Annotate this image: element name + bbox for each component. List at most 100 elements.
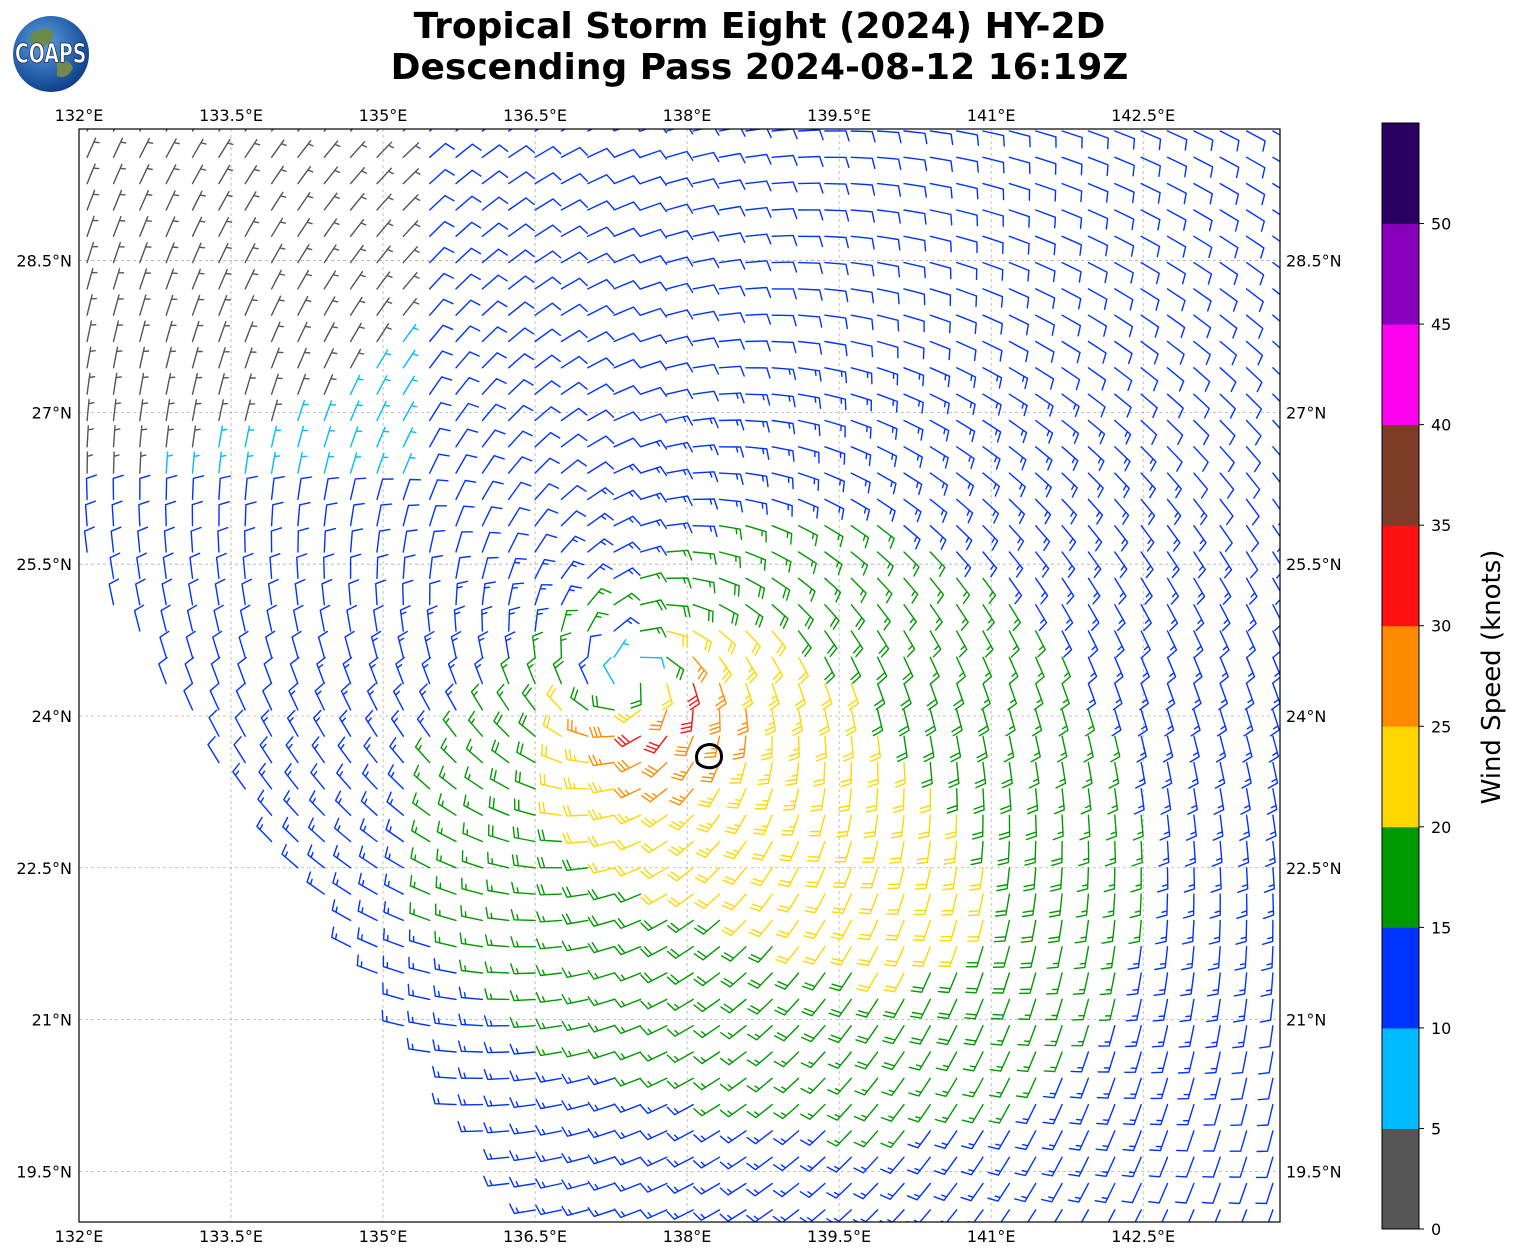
- wind-barb: [1140, 130, 1162, 151]
- wind-barb: [991, 998, 1011, 1020]
- wind-barb: [1215, 735, 1227, 763]
- wind-barb: [1193, 288, 1212, 312]
- wind-barb: [561, 913, 589, 925]
- wind-barb: [666, 549, 693, 561]
- wind-barb: [698, 788, 721, 808]
- wind-barb: [496, 683, 510, 711]
- wind-barb: [587, 1180, 615, 1191]
- wind-barb: [1008, 419, 1028, 444]
- wind-barb: [1052, 814, 1064, 841]
- wind-barb: [1237, 867, 1249, 893]
- wind-barb: [483, 1015, 510, 1027]
- wind-barb: [297, 527, 310, 553]
- wind-barb: [852, 1209, 879, 1222]
- wind-barb: [1166, 577, 1179, 605]
- wind-barb: [826, 1182, 852, 1199]
- wind-barb: [561, 994, 589, 1005]
- wind-barb: [1148, 1182, 1169, 1204]
- wind-barb: [1114, 630, 1125, 658]
- wind-barb: [463, 794, 484, 816]
- wind-barb: [1183, 867, 1196, 893]
- wind-barb: [1245, 235, 1265, 259]
- wind-barb: [956, 288, 978, 308]
- wind-barb: [1272, 472, 1280, 499]
- wind-barb: [1244, 682, 1255, 711]
- wind-barb: [184, 656, 195, 685]
- wind-barb: [561, 1153, 589, 1164]
- wind-barb: [1008, 261, 1030, 282]
- wind-barb: [869, 735, 881, 762]
- wind-barb: [956, 182, 979, 200]
- wind-barb: [1008, 498, 1026, 525]
- wind-barb: [1166, 340, 1185, 365]
- wind-barb: [291, 630, 302, 658]
- wind-barb: [421, 656, 432, 685]
- wind-barb: [1046, 946, 1063, 969]
- wind-barb: [1208, 919, 1221, 945]
- wind-barb: [1122, 1130, 1142, 1152]
- wind-barb: [1087, 288, 1108, 311]
- wind-barb: [799, 1182, 826, 1198]
- wind-barb: [692, 310, 720, 322]
- wind-barb: [1166, 235, 1187, 258]
- wind-barb: [929, 182, 953, 199]
- wind-barb: [797, 525, 818, 547]
- wind-barb: [907, 1156, 931, 1175]
- lat-tick-label-left: 24°N: [32, 707, 72, 726]
- wind-barb: [666, 203, 694, 214]
- wind-barb: [847, 682, 859, 711]
- wind-barb: [266, 604, 277, 632]
- wind-barb: [1193, 419, 1210, 446]
- wind-barb: [1272, 340, 1280, 349]
- wind-barb: [244, 399, 256, 422]
- wind-barb: [165, 320, 177, 343]
- wind-barb: [376, 271, 393, 290]
- wind-barb: [402, 504, 420, 527]
- wind-barb: [587, 200, 615, 211]
- wind-barb: [840, 761, 852, 788]
- wind-barb: [909, 1025, 931, 1045]
- wind-barb: [139, 399, 148, 422]
- wind-barb: [1041, 1130, 1063, 1151]
- wind-barb: [1087, 604, 1100, 632]
- wind-barb: [780, 814, 800, 836]
- wind-barb: [929, 340, 951, 361]
- wind-barb: [1055, 761, 1067, 789]
- wind-barb: [561, 1126, 589, 1137]
- wind-barb: [982, 604, 995, 631]
- wind-barb: [189, 552, 201, 579]
- wind-barb: [408, 929, 431, 948]
- wind-barb: [191, 320, 204, 343]
- wind-barb: [432, 1066, 457, 1079]
- wind-barb: [297, 166, 314, 185]
- wind-barb: [1047, 919, 1063, 944]
- wind-barb: [560, 484, 587, 501]
- wind-barb: [509, 1150, 536, 1162]
- wind-barb: [190, 526, 202, 553]
- wind-barb: [508, 606, 521, 632]
- wind-barb: [86, 372, 96, 395]
- wind-barb: [779, 840, 800, 862]
- wind-barb: [165, 451, 174, 474]
- wind-barb: [112, 215, 126, 237]
- wind-barb: [613, 201, 641, 211]
- wind-barb: [857, 919, 879, 941]
- wind-barb: [1008, 314, 1029, 336]
- wind-barb: [613, 175, 641, 185]
- wind-barb: [774, 998, 800, 1016]
- wind-barb: [692, 498, 719, 510]
- wind-barb: [1181, 919, 1195, 945]
- wind-barb: [210, 656, 221, 685]
- wind-barb: [850, 656, 862, 684]
- wind-barb: [270, 451, 281, 474]
- wind-barb: [435, 876, 457, 895]
- wind-barb: [587, 835, 615, 848]
- wind-barb: [165, 372, 176, 395]
- wind-barb: [639, 599, 667, 611]
- wind-barb: [956, 577, 971, 605]
- wind-barb: [911, 946, 931, 967]
- wind-barb: [1272, 182, 1280, 189]
- wind-barb: [489, 767, 510, 790]
- wind-barb: [804, 893, 826, 914]
- wind-barb: [542, 714, 563, 737]
